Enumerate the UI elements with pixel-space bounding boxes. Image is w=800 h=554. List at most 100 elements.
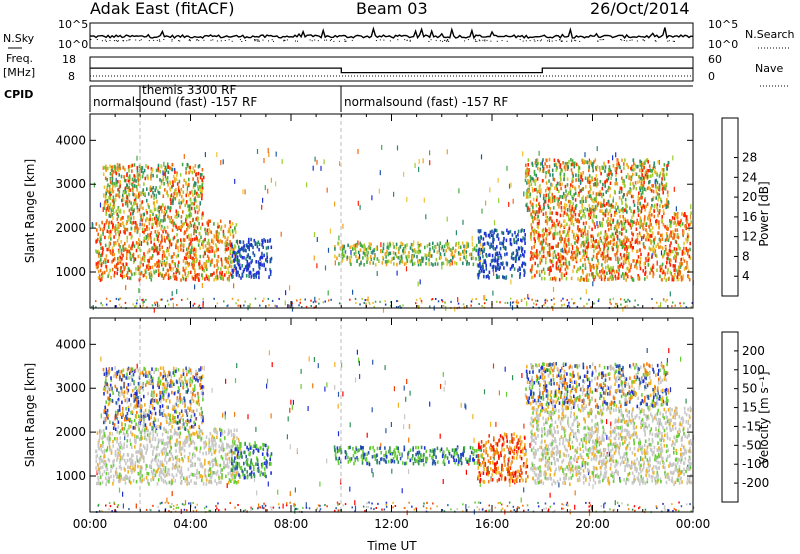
- data-point: [532, 202, 534, 207]
- data-point: [142, 171, 145, 175]
- data-point: [614, 231, 617, 235]
- data-point: [544, 162, 546, 166]
- data-point: [548, 232, 550, 236]
- data-point: [583, 240, 585, 244]
- data-point: [187, 215, 189, 219]
- data-point: [150, 177, 152, 181]
- data-point: [663, 173, 666, 177]
- data-point: [542, 207, 544, 211]
- data-point: [139, 192, 142, 196]
- data-point: [493, 228, 496, 233]
- data-point: [619, 208, 621, 213]
- data-point: [107, 259, 109, 263]
- scatter-point: [522, 151, 524, 157]
- data-point: [145, 218, 147, 223]
- data-point: [116, 212, 119, 216]
- ground-point: [571, 298, 573, 301]
- scatter-point: [379, 170, 381, 176]
- data-point: [126, 200, 129, 205]
- data-point: [211, 239, 213, 243]
- data-point: [538, 219, 540, 223]
- nsearch-point: [626, 40, 628, 42]
- data-point: [560, 273, 563, 277]
- scatter-point: [582, 390, 584, 396]
- data-point: [586, 194, 589, 199]
- data-point: [149, 233, 151, 237]
- data-point: [97, 276, 100, 280]
- data-point: [232, 274, 234, 279]
- data-point: [217, 235, 219, 239]
- data-point: [625, 257, 627, 261]
- data-point: [166, 246, 169, 251]
- data-point: [631, 231, 633, 235]
- data-point: [647, 160, 649, 164]
- data-point: [580, 233, 583, 237]
- scatter-point: [489, 187, 491, 193]
- data-point: [573, 236, 576, 240]
- data-point: [207, 232, 209, 236]
- data-point: [506, 228, 508, 233]
- data-point: [202, 175, 205, 180]
- data-point: [617, 205, 619, 209]
- ground-point: [470, 300, 473, 303]
- data-point: [183, 237, 185, 242]
- data-point: [612, 199, 614, 203]
- data-point: [479, 266, 482, 270]
- data-point: [458, 245, 460, 249]
- power-colorbar-label: Power [dB]: [757, 181, 771, 246]
- data-point: [417, 241, 419, 245]
- ground-point: [119, 297, 121, 300]
- data-point: [199, 246, 201, 251]
- data-point: [150, 270, 152, 275]
- data-point: [489, 230, 492, 234]
- data-point: [553, 158, 556, 162]
- data-point: [528, 184, 531, 188]
- data-point: [667, 227, 669, 231]
- data-point: [472, 262, 475, 267]
- data-point: [112, 199, 115, 203]
- data-point: [626, 249, 628, 254]
- scatter-point: [509, 482, 511, 487]
- data-point: [240, 254, 242, 258]
- data-point: [166, 190, 168, 194]
- data-point: [389, 251, 392, 256]
- data-point: [208, 277, 210, 282]
- data-point: [630, 226, 632, 230]
- data-point: [201, 216, 203, 220]
- data-point: [193, 191, 196, 196]
- data-point: [665, 247, 667, 252]
- nsearch-point: [636, 40, 638, 42]
- scatter-point: [657, 390, 659, 396]
- data-point: [563, 247, 566, 252]
- data-point: [513, 267, 516, 271]
- data-point: [160, 165, 163, 169]
- ground-point: [544, 301, 547, 304]
- data-point: [502, 241, 504, 246]
- data-point: [110, 237, 112, 241]
- data-point: [535, 210, 538, 214]
- ground-point: [192, 304, 194, 307]
- data-point: [550, 268, 552, 272]
- data-point: [661, 177, 663, 181]
- nsearch-point: [547, 40, 549, 42]
- data-point: [143, 212, 145, 217]
- data-point: [675, 255, 677, 260]
- ground-point: [100, 302, 102, 305]
- data-point: [190, 223, 193, 228]
- data-point: [562, 261, 565, 266]
- data-point: [557, 181, 559, 186]
- data-point: [664, 265, 667, 269]
- data-point: [678, 269, 680, 273]
- scatter-point: [538, 150, 540, 156]
- data-point: [101, 253, 103, 257]
- data-point: [105, 189, 108, 194]
- ground-point: [561, 304, 563, 307]
- scatter-point: [275, 181, 277, 187]
- scatter-point: [372, 472, 374, 478]
- data-point: [188, 237, 190, 241]
- data-point: [539, 241, 542, 246]
- data-point: [667, 193, 669, 198]
- data-point: [164, 218, 166, 222]
- data-point: [120, 261, 123, 265]
- scatter-point: [567, 419, 569, 425]
